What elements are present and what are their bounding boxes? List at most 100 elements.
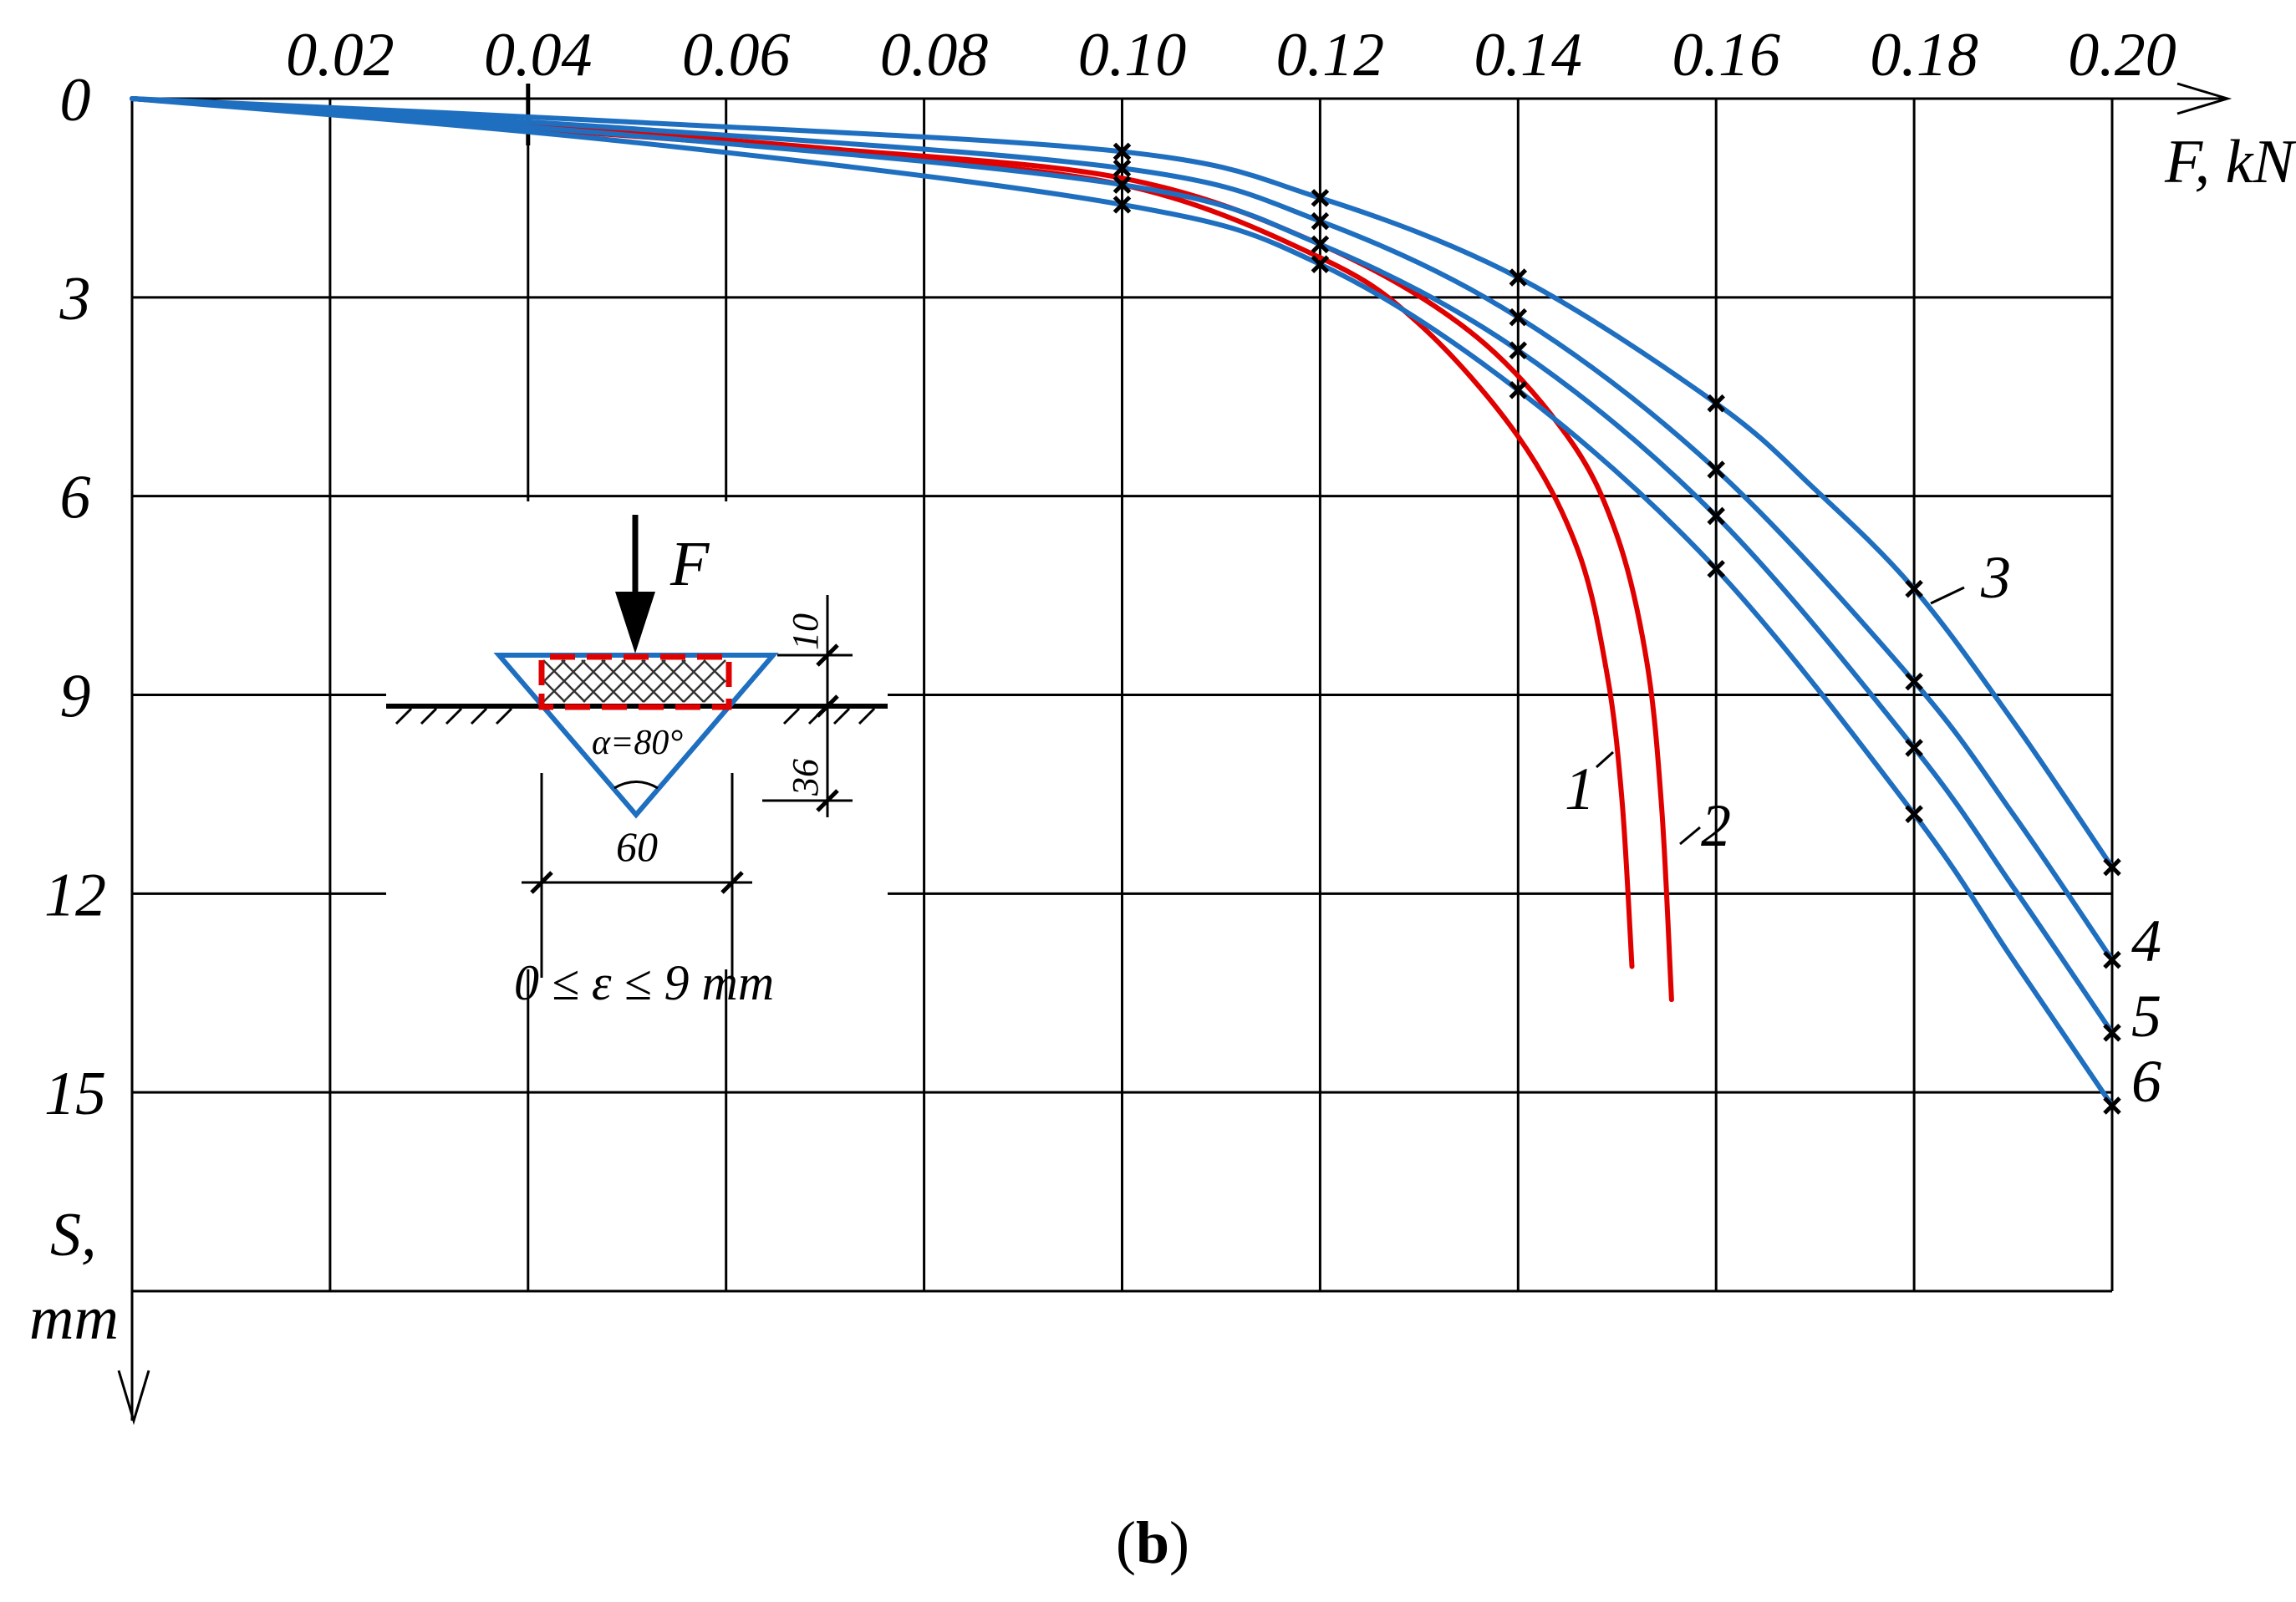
marker-stroke-b <box>2103 950 2121 969</box>
marker-stroke-b <box>1311 211 1330 231</box>
marker-stroke-b <box>1112 196 1132 214</box>
series-3-marker-0.18 <box>1905 579 1923 598</box>
marker-stroke-b <box>1905 672 1923 691</box>
series-3-marker-0.16 <box>1707 394 1725 413</box>
force-label: F <box>669 529 710 599</box>
series-4-marker-0.16 <box>1707 460 1725 479</box>
x-tick-label-5: 0.12 <box>1276 21 1385 89</box>
marker-stroke-b <box>1509 381 1528 399</box>
series-4-marker-0.1 <box>1112 159 1132 178</box>
series-5-marker-0.1 <box>1112 175 1132 194</box>
range-label: 0 ≤ ε ≤ 9 mm <box>514 955 774 1010</box>
alpha-arc <box>613 781 659 790</box>
grid <box>132 99 2114 1293</box>
series-6-marker-0.18 <box>1905 805 1923 823</box>
dim-tick-1 <box>816 643 839 667</box>
dim-bottom-label: 60 <box>616 823 658 870</box>
alpha-label: α=80° <box>592 724 683 762</box>
series-5-marker-0.18 <box>1905 739 1923 757</box>
series-5-line <box>130 96 2115 1035</box>
x-tick-label-6: 0.14 <box>1474 21 1583 89</box>
curve-leader-2 <box>1679 826 1701 846</box>
series-5-marker-0.2 <box>2103 1024 2121 1042</box>
curve-leader-1 <box>1595 750 1615 769</box>
series-3-line <box>130 96 2115 870</box>
series-5-marker-0.12 <box>1311 235 1330 254</box>
y-tick-label-1: 3 <box>59 265 91 333</box>
marker-stroke-b <box>1112 142 1132 161</box>
marker-stroke-b <box>1905 739 1923 757</box>
series-4-marker-0.14 <box>1509 308 1528 327</box>
series-4-marker-0.12 <box>1311 211 1330 231</box>
y-axis-arrow <box>117 1370 150 1426</box>
series-group <box>130 96 2115 1109</box>
x-tick-label-8: 0.18 <box>1870 21 1978 89</box>
dim-tick-3 <box>816 789 839 812</box>
series-3-marker-0.14 <box>1509 268 1528 287</box>
marker-stroke-b <box>2103 1024 2121 1042</box>
series-4-marker-0.18 <box>1905 672 1923 691</box>
series-2-line <box>130 96 1674 1003</box>
series-3-marker-0.2 <box>2103 857 2121 877</box>
series-4-line <box>130 96 2115 963</box>
marker-stroke-b <box>1311 189 1330 207</box>
tick-labels: 0.02 0.04 0.06 0.08 0.10 0.12 0.14 0.16 0.18 0.20… <box>44 21 2176 1128</box>
y-tick-label-2: 6 <box>60 464 91 532</box>
marker-stroke-b <box>1509 308 1528 327</box>
curve-label-6: 6 <box>2131 1048 2161 1115</box>
curve-label-4: 4 <box>2131 908 2161 974</box>
y-axis-label-line2: mm <box>29 1284 119 1353</box>
panel-label: (b) <box>1116 1509 1189 1576</box>
series-6-marker-0.2 <box>2103 1096 2121 1115</box>
marker-stroke-b <box>1707 560 1725 578</box>
dim-top-label: 10 <box>785 613 826 650</box>
series-6-marker-0.14 <box>1509 381 1528 399</box>
marker-stroke-b <box>1707 460 1725 479</box>
y-tick-label-5: 15 <box>44 1060 106 1128</box>
series-5-marker-0.16 <box>1707 506 1725 526</box>
curve-label-2: 2 <box>1701 792 1731 859</box>
panel-letter: b <box>1136 1509 1169 1576</box>
curve-label-5: 5 <box>2131 983 2161 1050</box>
x-tick-label-7: 0.16 <box>1672 21 1780 89</box>
dim-side-label: 36 <box>785 759 826 796</box>
dim-h-tick-1 <box>530 871 553 894</box>
series-3-marker-0.12 <box>1311 189 1330 207</box>
series-6-marker-0.12 <box>1311 255 1330 273</box>
marker-stroke-b <box>2103 857 2121 877</box>
marker-stroke-b <box>1112 175 1132 194</box>
series-6-marker-0.16 <box>1707 560 1725 578</box>
y-tick-label-3: 9 <box>60 663 91 731</box>
marker-stroke-b <box>1707 394 1725 413</box>
marker-stroke-b <box>1509 268 1528 287</box>
curve-labels: 1 2 3 4 56 <box>1565 544 2161 1115</box>
markers-group <box>1112 142 2121 1115</box>
y-tick-label-4: 12 <box>44 861 106 929</box>
curve-label-1: 1 <box>1565 755 1595 822</box>
x-axis-label: F, kN <box>2164 128 2296 196</box>
marker-stroke-b <box>1905 805 1923 823</box>
marker-stroke-b <box>2103 1096 2121 1115</box>
series-3-marker-0.1 <box>1112 142 1132 161</box>
lattice-fill <box>541 659 726 703</box>
curve-label-3: 3 <box>1980 544 2011 611</box>
inset-diagram: F α=80° 10 36 60 0 ≤ ε ≤ 9 mm <box>386 501 888 1010</box>
x-tick-label-2: 0.06 <box>682 21 791 89</box>
x-tick-label-4: 0.10 <box>1078 21 1187 89</box>
marker-stroke-b <box>1707 506 1725 526</box>
curve-leader-3 <box>1930 586 1965 605</box>
marker-stroke-b <box>1112 159 1132 178</box>
y-tick-label-0: 0 <box>60 66 91 135</box>
x-tick-label-1: 0.04 <box>484 21 593 89</box>
dim-h-tick-2 <box>720 871 744 894</box>
ground-hatching <box>395 707 876 725</box>
reinforcement-dashed <box>538 654 732 710</box>
marker-stroke-b <box>1509 341 1528 360</box>
marker-stroke-b <box>1311 255 1330 273</box>
y-axis-label-line1: S, <box>50 1201 97 1269</box>
series-5-marker-0.14 <box>1509 341 1528 360</box>
series-6-line <box>130 96 2115 1109</box>
dim-tick-2 <box>816 694 839 718</box>
x-tick-label-3: 0.08 <box>880 21 989 89</box>
